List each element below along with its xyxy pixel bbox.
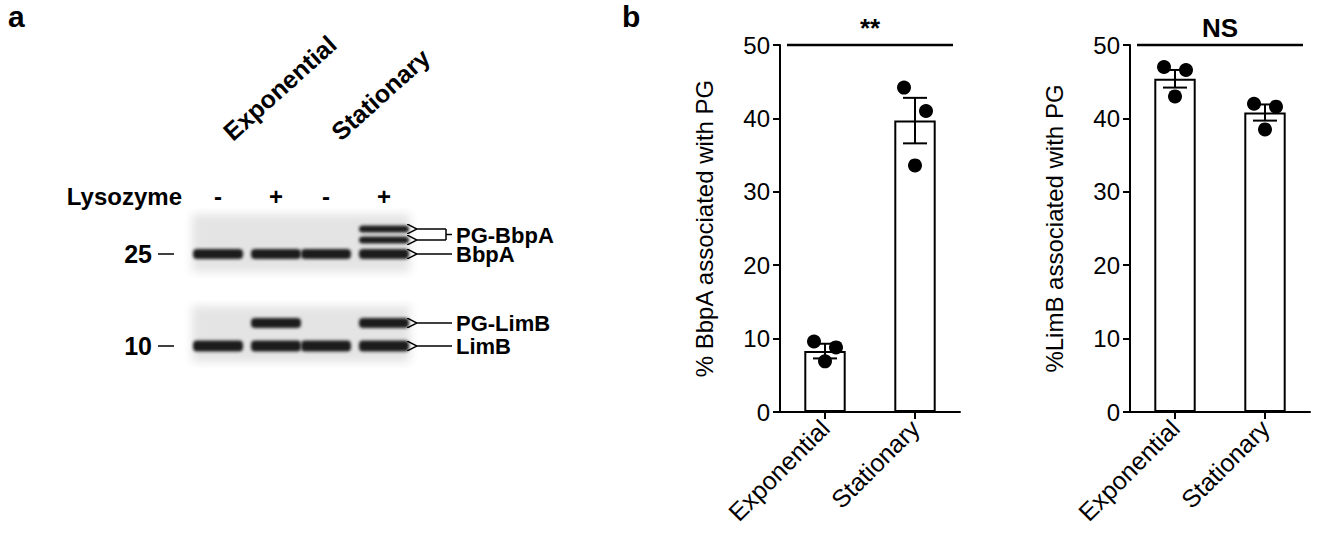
svg-text:0: 0 (757, 399, 770, 426)
html-text:b: b (622, 0, 641, 33)
svg-text:10: 10 (1093, 325, 1120, 352)
svg-text:Stationary: Stationary (826, 414, 926, 514)
html-text:a: a (8, 0, 25, 33)
svg-text:Exponential: Exponential (1073, 414, 1185, 526)
svg-text:Stationary: Stationary (1176, 414, 1276, 514)
svg-text:LimB: LimB (456, 334, 511, 359)
svg-text:30: 30 (1093, 178, 1120, 205)
svg-text:%LimB associated with PG: %LimB associated with PG (1041, 84, 1068, 372)
svg-text:PG-BbpA: PG-BbpA (456, 222, 554, 248)
svg-text:Stationary: Stationary (326, 43, 436, 146)
svg-text:+: + (269, 183, 283, 210)
svg-text:10: 10 (743, 325, 770, 352)
svg-text:30: 30 (743, 178, 770, 205)
svg-text:+: + (377, 183, 391, 210)
svg-text:**: ** (860, 13, 881, 43)
svg-text:Exponential: Exponential (723, 414, 835, 526)
svg-text:50: 50 (1093, 32, 1120, 59)
svg-text:Lysozyme: Lysozyme (67, 183, 182, 210)
svg-text:Exponential: Exponential (218, 30, 342, 146)
svg-text:% BbpA associated with PG: % BbpA associated with PG (691, 80, 718, 378)
svg-text:40: 40 (1093, 105, 1120, 132)
svg-text:0: 0 (1107, 399, 1120, 426)
svg-text:NS: NS (1202, 13, 1238, 43)
svg-text:-: - (322, 183, 330, 210)
svg-text:PG-LimB: PG-LimB (456, 311, 550, 336)
svg-text:25: 25 (124, 240, 152, 268)
svg-text:-: - (214, 183, 222, 210)
svg-text:20: 20 (1093, 252, 1120, 279)
svg-text:40: 40 (743, 105, 770, 132)
svg-text:50: 50 (743, 32, 770, 59)
svg-text:10: 10 (124, 332, 152, 360)
svg-text:20: 20 (743, 252, 770, 279)
svg-text:BbpA: BbpA (456, 242, 515, 267)
